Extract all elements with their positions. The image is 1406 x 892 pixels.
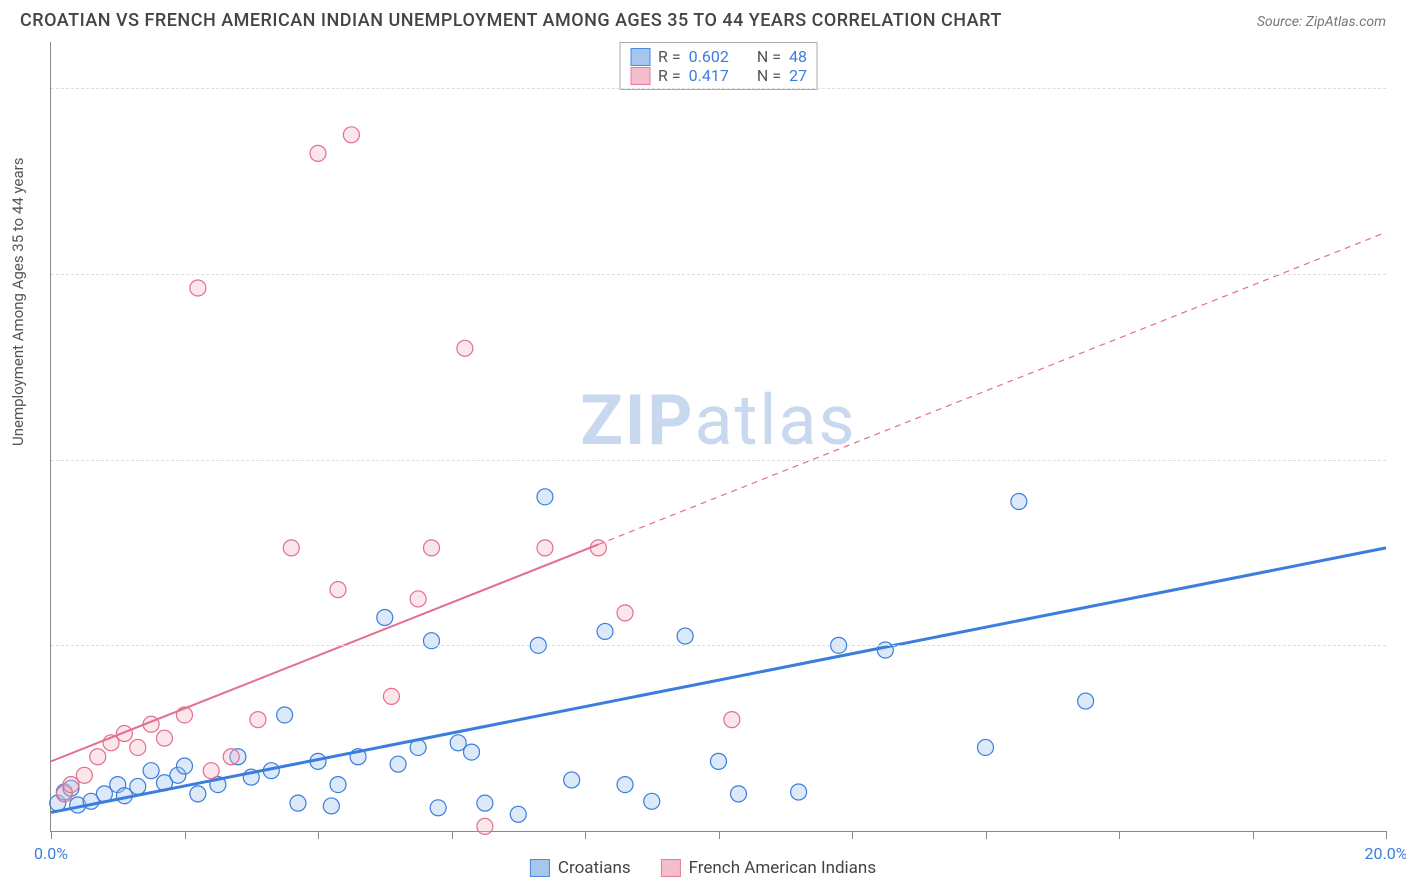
scatter-point [177,758,193,774]
scatter-point [477,818,493,834]
scatter-point [537,540,553,556]
x-tick [51,831,52,839]
gridline [51,274,1386,275]
scatter-plot-svg [51,42,1386,831]
scatter-point [190,786,206,802]
scatter-point [617,777,633,793]
scatter-point [564,772,580,788]
legend-n-label: N = [757,47,781,66]
x-tick-label: 20.0% [1365,844,1406,863]
x-tick [852,831,853,839]
legend-r-label: R = [658,47,681,66]
scatter-point [597,623,613,639]
scatter-point [644,793,660,809]
legend-row: R = 0.602 N = 48 [630,47,807,66]
legend-row: R = 0.417 N = 27 [630,66,807,85]
scatter-point [130,778,146,794]
scatter-point [390,756,406,772]
scatter-point [343,127,359,143]
scatter-point [203,763,219,779]
scatter-point [590,540,606,556]
scatter-point [537,489,553,505]
y-tick-label: 80.0% [1396,79,1406,98]
scatter-point [711,753,727,769]
y-tick-label: 40.0% [1396,450,1406,469]
scatter-point [223,749,239,765]
legend-n-label: N = [757,66,781,85]
scatter-point [1078,693,1094,709]
scatter-point [510,806,526,822]
legend-n-value: 27 [789,66,807,85]
scatter-point [130,739,146,755]
scatter-point [277,707,293,723]
scatter-point [423,540,439,556]
legend-correlation: R = 0.602 N = 48 R = 0.417 N = 27 [619,42,818,90]
legend-swatch [661,859,681,877]
x-tick [185,831,186,839]
chart-title: CROATIAN VS FRENCH AMERICAN INDIAN UNEMP… [20,10,1002,31]
scatter-point [457,340,473,356]
scatter-point [156,730,172,746]
x-tick [719,831,720,839]
scatter-point [731,786,747,802]
x-tick [452,831,453,839]
scatter-point [283,540,299,556]
scatter-point [791,784,807,800]
scatter-point [1011,493,1027,509]
scatter-point [90,749,106,765]
gridline [51,645,1386,646]
x-tick [318,831,319,839]
gridline [51,460,1386,461]
scatter-point [477,795,493,811]
scatter-point [677,628,693,644]
scatter-point [617,605,633,621]
scatter-point [250,712,266,728]
x-tick-label: 0.0% [34,844,68,863]
scatter-point [430,800,446,816]
trend-line-solid [51,548,1386,813]
legend-series: Croatians French American Indians [530,858,876,878]
trend-line-dashed [598,232,1386,544]
source-credit: Source: ZipAtlas.com [1257,14,1386,30]
scatter-point [978,739,994,755]
legend-r-value: 0.417 [689,66,729,85]
scatter-point [290,795,306,811]
plot-area: ZIPatlas R =0.602N =48R =0.417N =27 20.0… [50,42,1386,832]
scatter-point [724,712,740,728]
y-tick-label: 60.0% [1396,265,1406,284]
legend-label: Croatians [558,858,631,878]
y-axis-label: Unemployment Among Ages 35 to 44 years [9,158,27,446]
x-tick [1386,831,1387,839]
scatter-point [190,280,206,296]
scatter-point [330,777,346,793]
chart-container: CROATIAN VS FRENCH AMERICAN INDIAN UNEMP… [0,0,1406,892]
scatter-point [323,798,339,814]
legend-label: French American Indians [689,858,876,878]
x-tick [585,831,586,839]
legend-item: Croatians [530,858,631,878]
scatter-point [410,591,426,607]
scatter-point [143,763,159,779]
legend-swatch [630,67,650,85]
y-tick-label: 20.0% [1396,636,1406,655]
scatter-point [76,767,92,783]
scatter-point [377,610,393,626]
x-tick [986,831,987,839]
x-tick [1253,831,1254,839]
legend-r-label: R = [658,66,681,85]
legend-n-value: 48 [789,47,807,66]
trend-line-solid [51,544,598,761]
legend-swatch [530,859,550,877]
gridline [51,88,1386,89]
title-bar: CROATIAN VS FRENCH AMERICAN INDIAN UNEMP… [0,0,1406,35]
legend-item: French American Indians [661,858,876,878]
x-tick [1119,831,1120,839]
scatter-point [330,582,346,598]
scatter-point [383,688,399,704]
scatter-point [464,744,480,760]
scatter-point [310,145,326,161]
legend-swatch [630,48,650,66]
legend-r-value: 0.602 [689,47,729,66]
